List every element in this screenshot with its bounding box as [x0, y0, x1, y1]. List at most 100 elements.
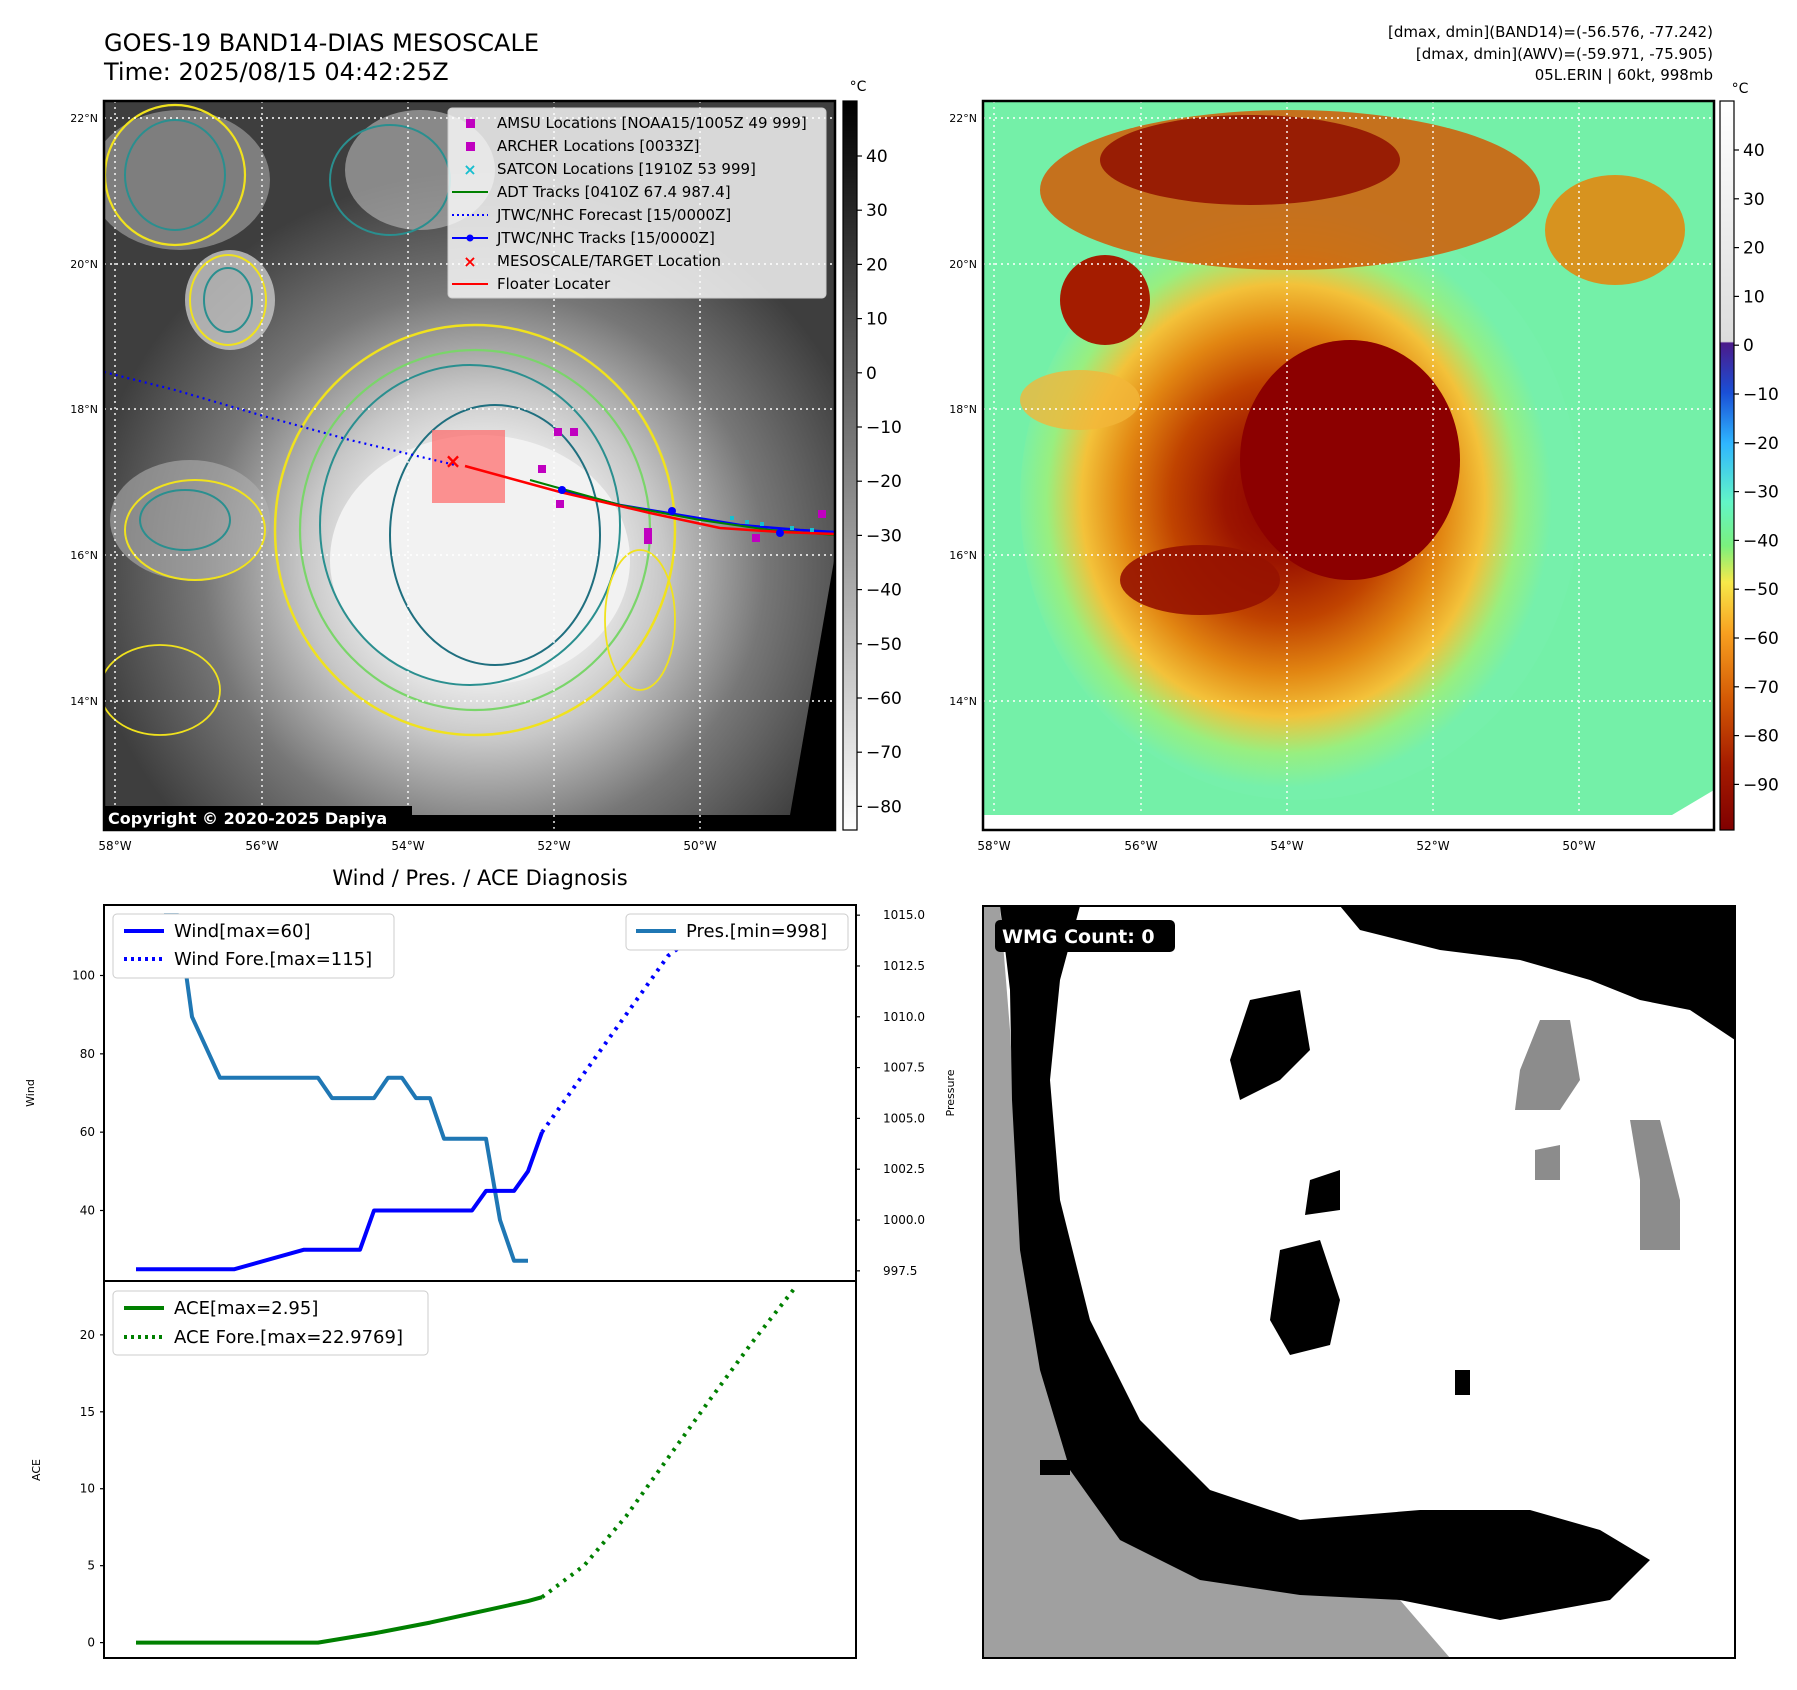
- color-colorbar-tick-label: −20: [1743, 434, 1779, 454]
- color-colorbar-tick-label: 20: [1743, 239, 1765, 259]
- contour-31: [604, 549, 676, 691]
- contour-54: [319, 364, 621, 686]
- wind-fore-legend-label: Wind Fore.[max=115]: [174, 949, 372, 970]
- bw-colorbar-tick-label: 30: [866, 201, 888, 221]
- wmg-cell: [1455, 1370, 1470, 1395]
- lat-tick-label: 20°N: [949, 258, 977, 271]
- lon-tick-label: 54°W: [1270, 839, 1303, 853]
- series-line: [540, 1287, 796, 1599]
- bw-colorbar-tick-label: 10: [866, 310, 888, 330]
- satcon-markers: [730, 516, 814, 532]
- wmg-grey-cell: [1515, 1020, 1580, 1110]
- lon-tick-label: 52°W: [537, 839, 570, 853]
- bw-colorbar-tick-label: −70: [866, 743, 902, 763]
- cloud-cluster: [104, 110, 270, 250]
- lon-tick-label: 52°W: [1416, 839, 1449, 853]
- wmg-cell: [1270, 1240, 1340, 1355]
- contour-64: [389, 404, 601, 666]
- jtwc-forecast-track: [104, 370, 456, 467]
- wmg-grey-cell: [1535, 1145, 1560, 1180]
- y-tick-label: 1005.0: [883, 1111, 925, 1125]
- lon-tick-label: 56°W: [245, 839, 278, 853]
- wind-legend-box: [112, 913, 395, 979]
- contour-31: [189, 254, 267, 346]
- bw-colorbar-unit: °C: [850, 79, 867, 95]
- lat-tick-label: 16°N: [949, 549, 977, 562]
- contour-54: [124, 119, 226, 231]
- pressure-ylabel: Pressure: [944, 1069, 957, 1116]
- lon-tick-label: 58°W: [977, 839, 1010, 853]
- wmg-count-badge: [995, 920, 1175, 952]
- wmg-grey-cell: [1630, 1120, 1680, 1250]
- color-colorbar-unit: °C: [1732, 81, 1749, 97]
- color-colorbar-tick-label: 40: [1743, 141, 1765, 161]
- ace-fore-legend-label: ACE Fore.[max=22.9769]: [174, 1327, 403, 1348]
- bw-colorbar-tick-label: 20: [866, 255, 888, 275]
- amsu-archer-markers: [538, 428, 826, 544]
- jtwc-track-points: [558, 486, 784, 537]
- cloud-cell: [1545, 175, 1685, 285]
- map2-grid: [983, 101, 1714, 830]
- cloud-cluster: [110, 460, 270, 580]
- legend-label: SATCON Locations [1910Z 53 999]: [497, 160, 756, 178]
- y-tick-label: 15: [80, 1405, 95, 1419]
- wmg-grey-region: [983, 906, 1450, 1658]
- cloud-cluster: [185, 250, 275, 350]
- ace-legend-box: [112, 1290, 429, 1356]
- lat-tick-label: 20°N: [70, 258, 98, 271]
- storm-cdo: [1240, 340, 1460, 580]
- color-colorbar-tick-label: −60: [1743, 629, 1779, 649]
- map1-legend: AMSU Locations [NOAA15/1005Z 49 999] ARCH…: [447, 107, 827, 299]
- lat-tick-label: 18°N: [70, 403, 98, 416]
- map1-frame: [102, 99, 837, 832]
- ace-legend-label: ACE[max=2.95]: [174, 1298, 318, 1319]
- figure-title: GOES-19 BAND14-DIAS MESOSCALE: [104, 29, 539, 57]
- lon-tick-label: 50°W: [683, 839, 716, 853]
- bw-colorbar-tick-label: −10: [866, 418, 902, 438]
- y-tick-label: 1002.5: [883, 1162, 925, 1176]
- color-colorbar-tick-label: −70: [1743, 678, 1779, 698]
- bw-colorbar-tick-label: −80: [866, 797, 902, 817]
- contour-54: [139, 489, 231, 551]
- bw-colorbar-tick-label: −20: [866, 472, 902, 492]
- legend-marker: ×: [463, 252, 476, 271]
- info-band14: [dmax, dmin](BAND14)=(-56.576, -77.242): [1388, 23, 1713, 41]
- color-colorbar-tick-label: −90: [1743, 775, 1779, 795]
- info-storm: 05L.ERIN | 60kt, 998mb: [1535, 66, 1713, 84]
- contour-31: [124, 479, 266, 581]
- wmg-cell: [1040, 1460, 1070, 1475]
- figure-time: Time: 2025/08/15 04:42:25Z: [103, 58, 449, 86]
- wmg-count-label: WMG Count: 0: [1002, 926, 1155, 948]
- y-tick-label: 0: [87, 1636, 95, 1650]
- color-colorbar-tick-label: −10: [1743, 385, 1779, 405]
- legend-marker: [466, 142, 475, 151]
- y-tick-label: 1015.0: [883, 908, 925, 922]
- legend-label: Floater Locater: [497, 275, 611, 293]
- y-tick-label: 20: [80, 1328, 95, 1342]
- contour-31: [104, 644, 221, 736]
- legend-label: AMSU Locations [NOAA15/1005Z 49 999]: [497, 114, 807, 132]
- floater-locater-line: [464, 464, 835, 536]
- legend-label: JTWC/NHC Forecast [15/0000Z]: [496, 206, 731, 224]
- y-tick-label: 100: [72, 969, 95, 983]
- lat-tick-label: 14°N: [70, 695, 98, 708]
- color-colorbar-tick-label: −80: [1743, 727, 1779, 747]
- color-colorbar-tick-label: −40: [1743, 531, 1779, 551]
- lon-tick-label: 56°W: [1124, 839, 1157, 853]
- lat-tick-label: 22°N: [949, 112, 977, 125]
- target-location-marker: ×: [445, 449, 462, 473]
- y-tick-label: 997.5: [883, 1264, 917, 1278]
- series-line: [136, 1595, 543, 1645]
- copyright-box: [104, 806, 412, 830]
- bw-colorbar: °C 40 30 20 10 0 −10 −20 −30 −40 −50 −60 −70 −80: [842, 79, 902, 831]
- color-colorbar-bar: [1719, 100, 1735, 831]
- lon-tick-label: 50°W: [1562, 839, 1595, 853]
- contour-31: [273, 323, 677, 737]
- lat-tick-label: 16°N: [70, 549, 98, 562]
- color-colorbar-tick-label: 30: [1743, 190, 1765, 210]
- lon-tick-label: 54°W: [391, 839, 424, 853]
- wmg-cell: [1305, 1170, 1340, 1215]
- pressure-legend: Pres.[min=998]: [625, 913, 849, 951]
- y-tick-label: 1010.0: [883, 1010, 925, 1024]
